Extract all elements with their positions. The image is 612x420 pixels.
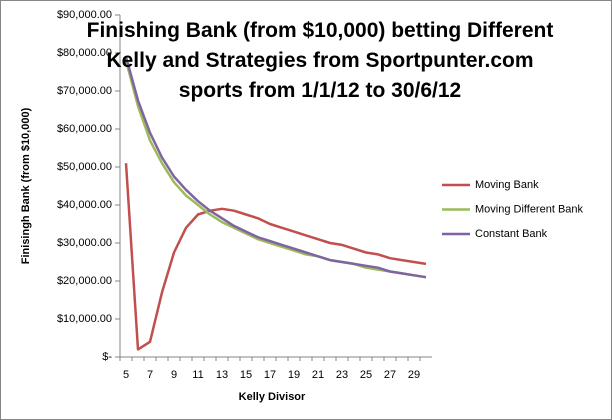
y-tick-label: $60,000.00 bbox=[57, 123, 112, 135]
y-tick-label: $50,000.00 bbox=[57, 161, 112, 173]
y-tick-label: $70,000.00 bbox=[57, 85, 112, 97]
x-tick-label: 11 bbox=[192, 369, 203, 381]
y-axis-title: Finisingh Bank (from $10,000) bbox=[20, 107, 32, 264]
x-tick-label: 13 bbox=[216, 369, 228, 381]
legend-label: Moving Different Bank bbox=[475, 203, 584, 215]
series-line bbox=[124, 56, 427, 279]
y-tick-label: $80,000.00 bbox=[57, 47, 112, 59]
x-tick-label: 27 bbox=[384, 369, 396, 381]
x-axis-title: Kelly Divisor bbox=[239, 391, 306, 403]
legend-label: Constant Bank bbox=[475, 228, 548, 240]
x-tick-label: 9 bbox=[171, 369, 177, 381]
y-tick-label: $- bbox=[102, 351, 112, 363]
series-line bbox=[124, 60, 427, 279]
x-tick-label: 15 bbox=[240, 369, 252, 381]
y-tick-label: $40,000.00 bbox=[57, 199, 112, 211]
x-tick-label: 17 bbox=[264, 369, 276, 381]
y-tick-label: $10,000.00 bbox=[57, 313, 112, 325]
x-tick-label: 19 bbox=[288, 369, 300, 381]
y-tick-label: $20,000.00 bbox=[57, 275, 112, 287]
x-tick-label: 25 bbox=[360, 369, 372, 381]
x-tick-label: 5 bbox=[123, 369, 129, 381]
y-tick-label: $90,000.00 bbox=[57, 9, 112, 21]
x-tick-label: 21 bbox=[312, 369, 324, 381]
legend-label: Moving Bank bbox=[475, 179, 539, 191]
chart-title: Finishing Bank (from $10,000) betting Di… bbox=[86, 19, 554, 102]
series-line bbox=[124, 163, 427, 351]
x-tick-label: 7 bbox=[147, 369, 153, 381]
x-tick-label: 29 bbox=[408, 369, 420, 381]
x-tick-label: 23 bbox=[336, 369, 348, 381]
y-tick-label: $30,000.00 bbox=[57, 237, 112, 249]
